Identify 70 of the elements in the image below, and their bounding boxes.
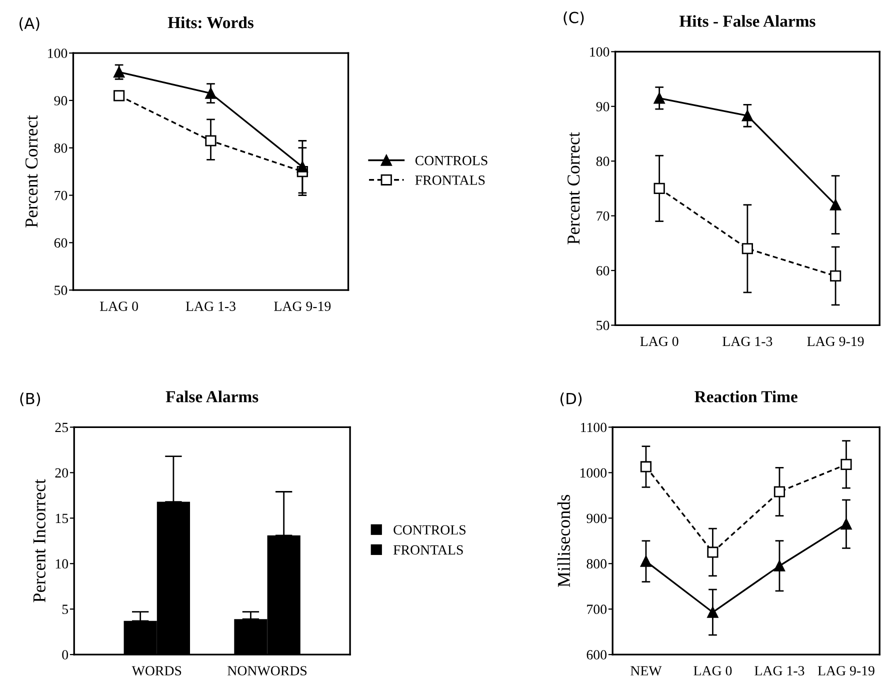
y-axis-title: Percent Correct	[568, 132, 580, 244]
text: (D)	[560, 392, 582, 406]
x-tick-label: LAG 0	[640, 336, 678, 346]
y-tick-label: 60	[596, 266, 610, 276]
y-tick-label: 90	[596, 102, 610, 112]
x-tick-label: LAG 9-19	[807, 336, 864, 346]
y-tick-label: 100	[590, 47, 610, 57]
point	[205, 135, 216, 146]
y-tick-label: 600	[586, 650, 607, 660]
y-tick-label: 50	[54, 286, 68, 296]
point	[640, 461, 652, 472]
y-tick-label: 900	[586, 514, 607, 524]
point	[114, 90, 125, 102]
x-tick-label: LAG 1-3	[754, 666, 804, 676]
point	[654, 92, 665, 104]
y-tick-label: 5	[62, 604, 68, 614]
text: (C)	[564, 11, 584, 26]
legend-label: CONTROLS	[394, 525, 466, 535]
point	[830, 199, 842, 210]
point	[830, 270, 842, 282]
y-tick-label: 50	[596, 320, 610, 330]
y-tick-label: 20	[55, 468, 68, 478]
point	[654, 182, 665, 194]
text: (A)	[20, 17, 40, 31]
y-tick-label: 60	[54, 238, 68, 248]
x-tick-label: LAG 9-19	[274, 302, 331, 311]
legend-label: FRONTALS	[415, 176, 485, 185]
y-tick-label: 100	[48, 48, 68, 58]
y-tick-label: 90	[54, 96, 68, 106]
y-tick-label: 25	[55, 422, 68, 432]
chart-title: Hits - False Alarms	[679, 15, 816, 27]
point	[774, 486, 786, 498]
point	[205, 88, 216, 99]
y-tick-label: 80	[54, 143, 68, 153]
y-tick-label: 700	[587, 604, 607, 614]
y-tick-label: 15	[56, 514, 68, 524]
y-axis-title: Milliseconds	[557, 494, 570, 587]
x-tick-label: WORDS	[132, 666, 182, 676]
y-tick-label: 1000	[580, 468, 607, 478]
legend-label: FRONTALS	[393, 545, 463, 555]
y-axis-title: Percent Incorrect	[33, 479, 46, 602]
x-tick-label: NEW	[630, 666, 662, 676]
legend-label: CONTROLS	[415, 156, 488, 166]
point	[840, 458, 852, 470]
x-tick-label: LAG 9-19	[818, 666, 874, 676]
y-tick-label: 800	[586, 559, 607, 569]
point	[707, 606, 718, 618]
x-tick-label: LAG 1-3	[722, 336, 772, 346]
chart-title: Reaction Time	[694, 390, 798, 402]
y-tick-label: 80	[596, 156, 610, 166]
chart-title: Hits: Words	[168, 16, 254, 28]
y-tick-label: 1100	[581, 422, 607, 432]
x-tick-label: LAG 1-3	[186, 302, 236, 311]
point	[742, 110, 753, 122]
y-tick-label: 0	[62, 650, 68, 660]
text: (B)	[20, 392, 40, 406]
point	[840, 518, 852, 530]
point	[774, 560, 786, 572]
point	[707, 546, 718, 558]
x-tick-label: LAG 0	[100, 302, 138, 311]
chart-title: False Alarms	[166, 390, 258, 402]
point	[640, 556, 652, 567]
y-axis-title: Percent Correct	[25, 115, 38, 228]
y-tick-label: 70	[596, 211, 610, 221]
x-tick-label: NONWORDS	[228, 666, 307, 676]
x-tick-label: LAG 0	[694, 666, 732, 676]
y-tick-label: 70	[54, 190, 68, 200]
point	[296, 161, 308, 172]
y-tick-label: 10	[56, 559, 68, 569]
point	[742, 243, 753, 254]
